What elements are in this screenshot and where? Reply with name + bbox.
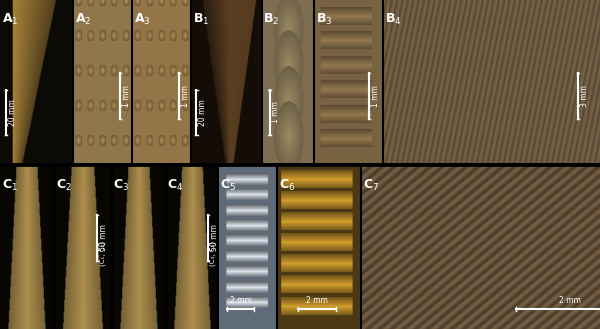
Text: A$_{2}$: A$_{2}$: [75, 12, 91, 27]
Text: 2 mm: 2 mm: [230, 296, 251, 305]
Text: 20 mm: 20 mm: [8, 99, 17, 126]
Text: 50 mm: 50 mm: [209, 224, 218, 251]
Text: (C₃, C₄): (C₃, C₄): [209, 241, 216, 266]
Text: C$_{2}$: C$_{2}$: [56, 178, 72, 193]
Text: 1 mm: 1 mm: [122, 85, 131, 107]
Text: B$_{1}$: B$_{1}$: [193, 12, 209, 27]
Text: B$_{3}$: B$_{3}$: [316, 12, 333, 27]
Text: 20 mm: 20 mm: [198, 99, 207, 126]
Text: 3 mm: 3 mm: [580, 85, 589, 107]
Text: C$_{5}$: C$_{5}$: [220, 178, 236, 193]
Text: C$_{4}$: C$_{4}$: [167, 178, 184, 193]
Text: 1 mm: 1 mm: [371, 85, 380, 107]
Text: B$_{4}$: B$_{4}$: [385, 12, 401, 27]
Text: (C₁, C₂): (C₁, C₂): [99, 241, 106, 266]
Text: B$_{2}$: B$_{2}$: [263, 12, 280, 27]
Text: A$_{3}$: A$_{3}$: [134, 12, 151, 27]
Text: 50 mm: 50 mm: [99, 224, 108, 251]
Text: C$_{6}$: C$_{6}$: [279, 178, 295, 193]
Text: 2 mm: 2 mm: [306, 296, 328, 305]
Text: 1 mm: 1 mm: [271, 102, 280, 123]
Text: C$_{1}$: C$_{1}$: [2, 178, 18, 193]
Text: 2 mm: 2 mm: [559, 296, 581, 305]
Text: C$_{7}$: C$_{7}$: [363, 178, 379, 193]
Text: C$_{3}$: C$_{3}$: [113, 178, 130, 193]
Text: 1 mm: 1 mm: [181, 85, 190, 107]
Text: A$_{1}$: A$_{1}$: [2, 12, 19, 27]
